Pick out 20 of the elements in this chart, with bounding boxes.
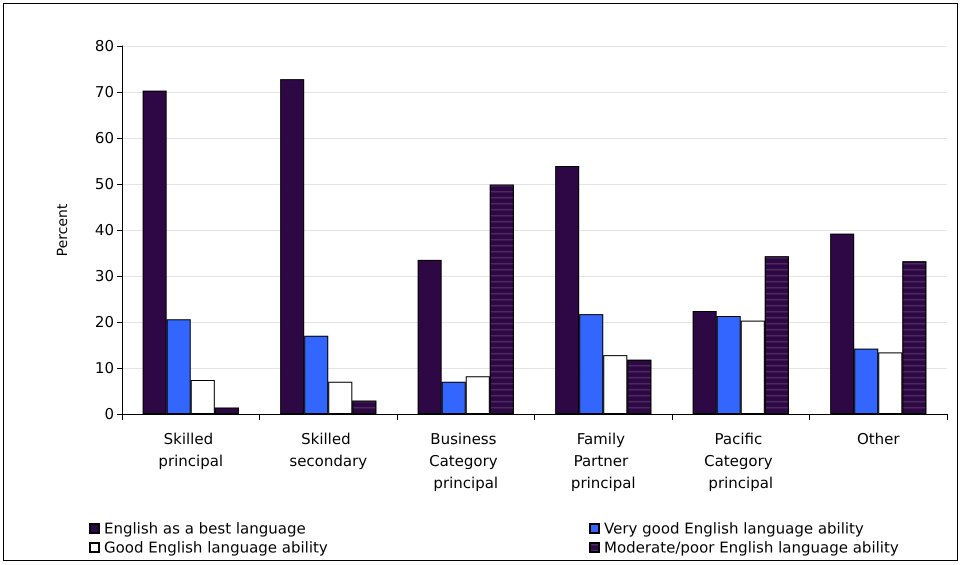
x-tick-label: Business Category principal <box>429 430 502 492</box>
y-tick-label: 80 <box>94 37 114 55</box>
y-axis-title: Percent <box>55 203 71 256</box>
x-tick-label: Skilled principal <box>158 430 224 470</box>
x-tick-label: Other <box>856 430 900 448</box>
y-tick-label: 10 <box>94 359 114 377</box>
x-tick-label: Family Partner principal <box>570 430 636 492</box>
x-tick-label: Skilled secondary <box>289 430 368 470</box>
legend-label: English as a best language <box>104 520 306 538</box>
y-tick-label: 20 <box>94 313 114 331</box>
y-tick-label: 60 <box>94 129 114 147</box>
y-tick-label: 50 <box>94 175 114 193</box>
x-tick-label: Pacific Category principal <box>704 430 778 492</box>
y-tick-label: 40 <box>94 221 114 239</box>
y-tick-label: 30 <box>94 267 114 285</box>
legend-label: Very good English language ability <box>604 520 864 538</box>
y-tick-label: 70 <box>94 83 114 101</box>
legend-label: Good English language ability <box>104 538 328 556</box>
legend-label: Moderate/poor English language ability <box>604 538 899 556</box>
y-tick-label: 0 <box>104 405 114 423</box>
